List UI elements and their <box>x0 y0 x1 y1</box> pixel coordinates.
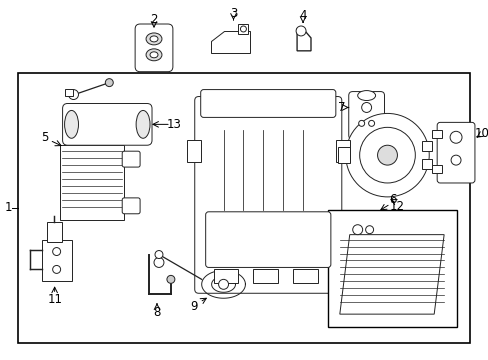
Bar <box>64 89 72 95</box>
Ellipse shape <box>146 49 162 61</box>
Circle shape <box>368 120 374 126</box>
FancyBboxPatch shape <box>194 96 341 293</box>
FancyBboxPatch shape <box>200 90 335 117</box>
Bar <box>60 145 124 220</box>
Circle shape <box>68 90 79 99</box>
Text: 13: 13 <box>166 118 181 131</box>
FancyBboxPatch shape <box>436 122 474 183</box>
Circle shape <box>359 127 414 183</box>
Circle shape <box>358 120 364 126</box>
Circle shape <box>361 103 371 112</box>
Ellipse shape <box>357 91 375 100</box>
Text: 11: 11 <box>48 293 63 306</box>
Circle shape <box>240 26 246 32</box>
Circle shape <box>296 26 305 36</box>
Bar <box>327 210 456 327</box>
Circle shape <box>352 225 362 235</box>
Circle shape <box>53 265 61 273</box>
Bar <box>213 269 238 283</box>
Circle shape <box>449 131 461 143</box>
Bar <box>41 240 71 282</box>
Bar <box>253 269 278 283</box>
Bar <box>46 222 61 242</box>
Text: 5: 5 <box>41 131 48 144</box>
Circle shape <box>218 279 228 289</box>
Ellipse shape <box>150 52 158 58</box>
Text: 4: 4 <box>299 9 306 22</box>
Text: 10: 10 <box>473 127 488 140</box>
Circle shape <box>450 155 460 165</box>
Bar <box>422 159 431 169</box>
FancyBboxPatch shape <box>348 91 384 139</box>
Text: 7: 7 <box>337 101 345 114</box>
Bar <box>431 130 441 138</box>
Bar <box>422 141 431 151</box>
Circle shape <box>105 78 113 87</box>
FancyBboxPatch shape <box>62 103 152 145</box>
Text: 9: 9 <box>190 300 197 313</box>
FancyBboxPatch shape <box>122 198 140 214</box>
Text: 12: 12 <box>389 200 404 213</box>
Circle shape <box>377 145 397 165</box>
Ellipse shape <box>146 33 162 45</box>
Bar <box>335 140 349 162</box>
Text: 8: 8 <box>153 306 161 319</box>
Circle shape <box>166 275 175 283</box>
Circle shape <box>365 226 373 234</box>
Circle shape <box>53 248 61 256</box>
FancyBboxPatch shape <box>205 212 330 267</box>
Text: 6: 6 <box>388 193 395 206</box>
Text: 1: 1 <box>4 201 12 214</box>
Circle shape <box>154 257 163 267</box>
Bar <box>431 165 441 173</box>
Ellipse shape <box>136 111 150 138</box>
Ellipse shape <box>64 111 79 138</box>
Bar <box>337 147 349 163</box>
FancyBboxPatch shape <box>135 24 173 72</box>
Text: 3: 3 <box>229 6 237 19</box>
Bar <box>186 140 200 162</box>
Polygon shape <box>210 31 250 53</box>
Bar <box>292 269 317 283</box>
Ellipse shape <box>150 36 158 42</box>
Circle shape <box>155 251 163 258</box>
Bar <box>238 24 248 34</box>
Text: 2: 2 <box>150 13 158 26</box>
Circle shape <box>345 113 428 197</box>
Bar <box>18 73 469 343</box>
FancyBboxPatch shape <box>122 151 140 167</box>
